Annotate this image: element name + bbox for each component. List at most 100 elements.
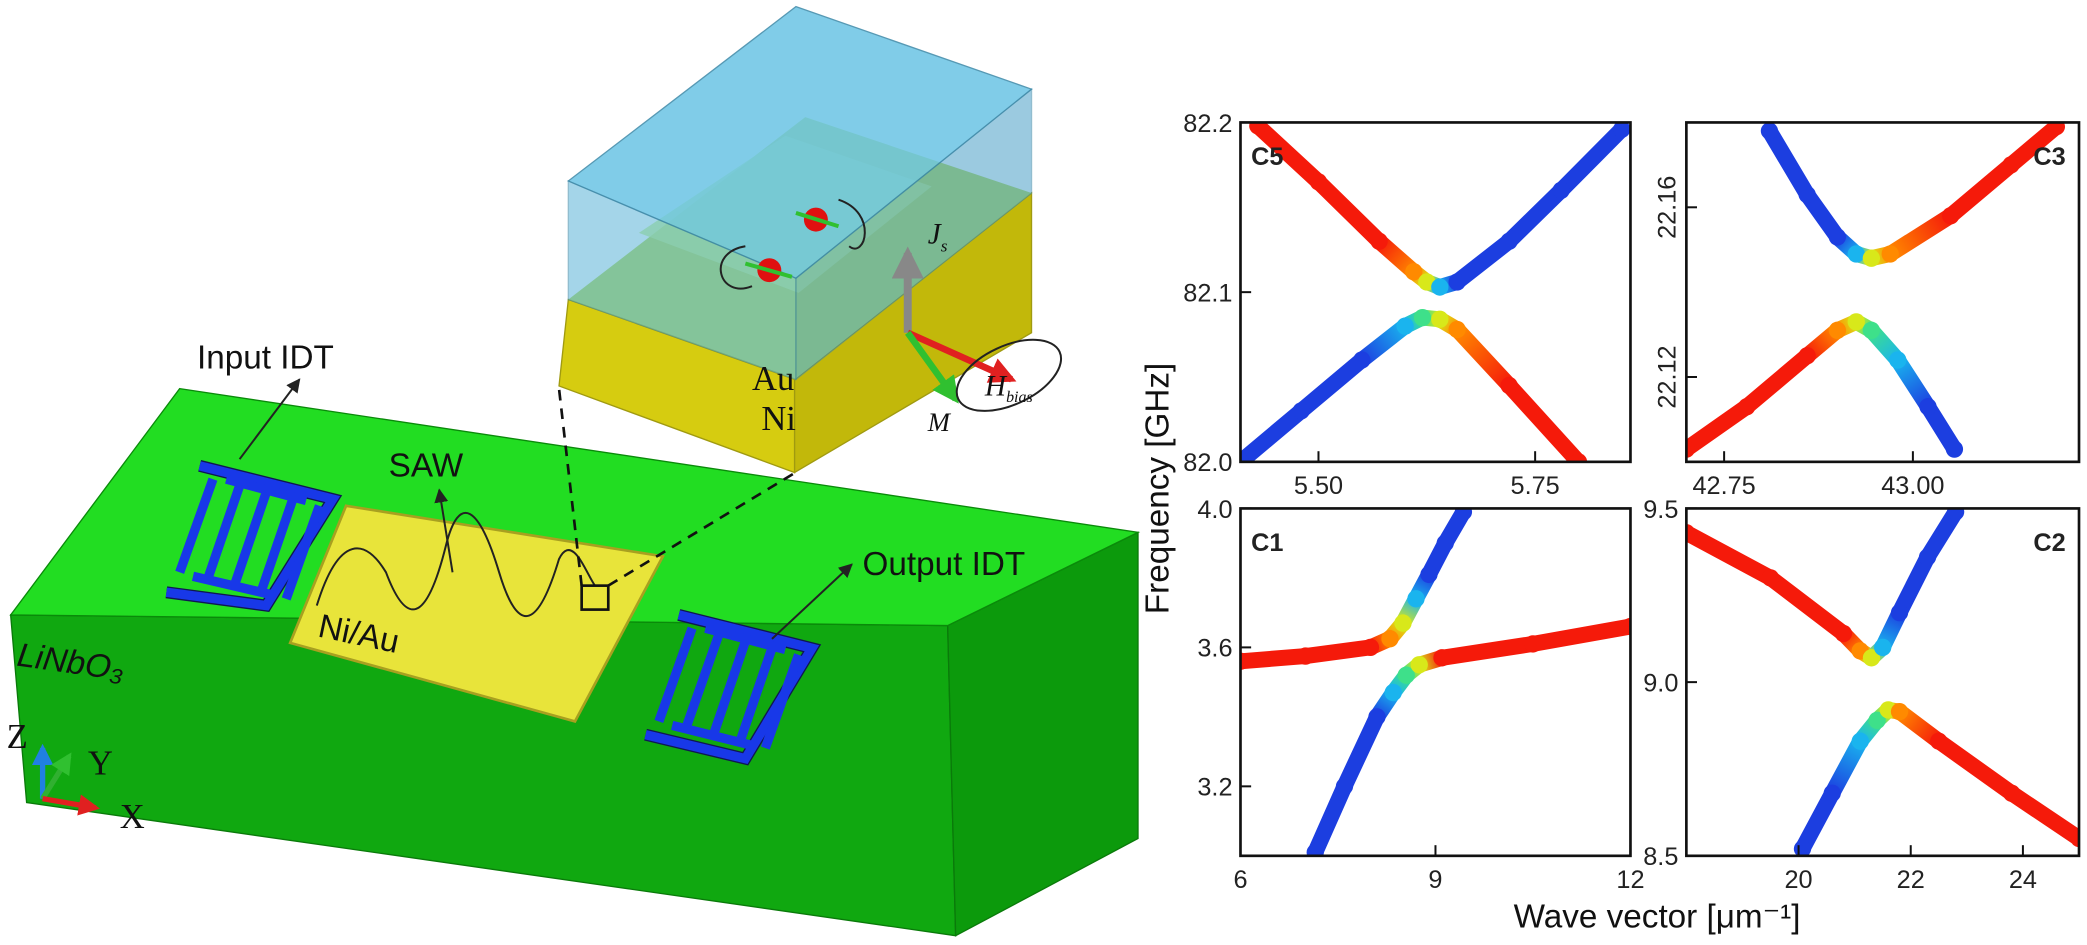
axis-label: X <box>120 798 145 836</box>
point <box>1448 320 1466 339</box>
point <box>1296 647 1315 665</box>
y-axis-label: Frequency [GHz] <box>1140 363 1177 614</box>
point <box>1370 232 1388 250</box>
precession <box>955 338 1063 412</box>
point <box>1396 317 1414 335</box>
y-tick-label: 9.0 <box>1643 669 1678 697</box>
point <box>1306 843 1324 856</box>
point <box>1309 173 1328 191</box>
curve-segment <box>1336 708 1385 795</box>
curve-segment <box>1891 549 1936 621</box>
curve-segment <box>1310 173 1388 250</box>
point <box>1851 732 1869 750</box>
point <box>1420 565 1438 584</box>
point <box>1862 249 1881 267</box>
point <box>1569 453 1588 462</box>
x-tick-label: 20 <box>1784 866 1812 894</box>
point <box>1889 351 1907 369</box>
x-tick-label: 6 <box>1233 866 1247 894</box>
y-tick-label: 9.5 <box>1643 496 1678 524</box>
point <box>1249 122 1267 135</box>
label: bias <box>1006 389 1033 406</box>
point <box>1847 313 1865 331</box>
point <box>1798 185 1816 204</box>
curve-segment <box>1501 182 1570 250</box>
point <box>2047 122 2066 136</box>
y-tick-label: 82.0 <box>1183 449 1232 477</box>
point <box>1431 278 1449 296</box>
curve-segment <box>1553 122 1630 199</box>
point <box>1361 638 1380 657</box>
point <box>1868 711 1886 729</box>
label: Ni <box>761 400 796 438</box>
y-tick-label: 22.16 <box>1654 176 1682 239</box>
point <box>1368 708 1386 726</box>
point <box>1890 604 1909 622</box>
point <box>2070 829 2080 848</box>
curve-segment <box>1240 402 1310 462</box>
point <box>1384 683 1402 702</box>
label: Output IDT <box>862 546 1025 583</box>
label: s <box>941 237 948 256</box>
label: Au <box>752 360 794 398</box>
curve-segment <box>1449 321 1518 394</box>
plot-area <box>1686 122 2066 458</box>
zoom-line <box>557 388 583 586</box>
panel-label: C3 <box>2033 143 2065 171</box>
point <box>1407 590 1425 608</box>
plot-area <box>1240 122 1631 462</box>
panel-label: C5 <box>1251 143 1283 171</box>
point <box>1828 321 1847 339</box>
curve-segment <box>1686 398 1755 458</box>
y-tick-label: 4.0 <box>1197 496 1232 524</box>
point <box>1930 732 1948 750</box>
point <box>1413 308 1432 327</box>
zoom-box <box>580 584 610 611</box>
point <box>1823 784 1841 802</box>
point <box>1862 321 1881 339</box>
x-tick-label: 9 <box>1428 866 1442 894</box>
curve-segment <box>1930 733 2020 802</box>
plot-area <box>1686 508 2080 856</box>
x-tick-label: 5.50 <box>1294 472 1343 500</box>
m-arrow <box>905 330 959 404</box>
x-tick-label: 12 <box>1616 866 1644 894</box>
schematic: Input IDT SAW Ni/Au Output IDT LiNbO₃ Z … <box>7 5 1141 937</box>
point <box>1613 122 1631 138</box>
point <box>1394 614 1412 632</box>
point <box>1448 273 1466 291</box>
point <box>1524 635 1542 653</box>
point <box>1862 649 1881 667</box>
output-idt <box>644 609 822 766</box>
point <box>1761 569 1780 587</box>
pointer <box>771 563 853 640</box>
curve-segment <box>1889 352 1936 415</box>
curve-segment <box>1686 524 1779 586</box>
curve-segment <box>1919 508 1964 566</box>
point <box>1410 656 1428 674</box>
curve-segment <box>1761 122 1816 203</box>
curve-segment <box>2003 785 2080 847</box>
curve-segment <box>1293 352 1370 419</box>
x-tick-label: 43.00 <box>1881 472 1944 500</box>
x-tick-label: 42.75 <box>1693 472 1756 500</box>
y-tick-label: 22.12 <box>1654 345 1682 408</box>
curve-segment <box>1738 347 1816 415</box>
y-tick-label: 82.1 <box>1183 279 1232 307</box>
point <box>1798 347 1816 365</box>
panel-label: C2 <box>2033 529 2065 557</box>
point <box>1918 548 1937 566</box>
point <box>1433 649 1451 667</box>
point <box>1847 245 1865 263</box>
curve-segment <box>1824 733 1869 802</box>
input-idt <box>165 460 343 613</box>
saw-wave <box>315 512 596 618</box>
curve-segment <box>1501 377 1587 462</box>
film <box>288 504 665 723</box>
pointer <box>238 378 301 460</box>
curve-segment <box>1942 156 2020 224</box>
point <box>1335 777 1354 795</box>
x-tick-label: 22 <box>1897 866 1925 894</box>
